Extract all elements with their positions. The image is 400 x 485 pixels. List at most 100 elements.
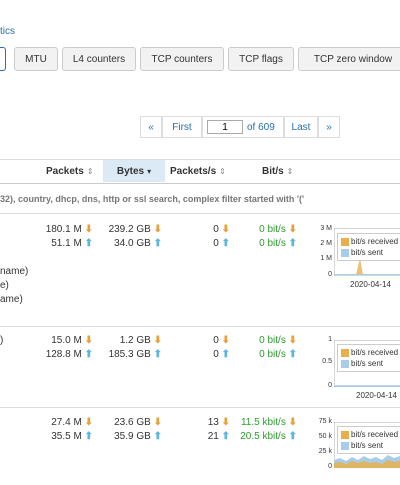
bps-received: 11.5 kbit/s ⬇ <box>240 417 297 428</box>
arrow-up-icon: ⬆ <box>84 349 93 360</box>
arrow-down-icon: ⬇ <box>288 224 297 235</box>
pps-received: 0 ⬇ <box>213 224 230 235</box>
tab-tcp-counters[interactable]: TCP counters <box>140 47 224 71</box>
packets-sent: 51.1 M ⬆ <box>51 238 93 249</box>
arrow-up-icon: ⬆ <box>221 349 230 360</box>
bytes-sent: 185.3 GB ⬆ <box>108 349 162 360</box>
column-header-packets[interactable]: Packets ⇕ <box>46 160 94 182</box>
arrow-down-icon: ⬇ <box>221 335 230 346</box>
header-label: Bytes <box>116 165 145 177</box>
pps-received: 0 ⬇ <box>213 335 230 346</box>
page-number-input[interactable] <box>207 120 243 134</box>
pps-sent: 21 ⬆ <box>207 431 230 442</box>
arrow-up-icon: ⬆ <box>153 431 162 442</box>
arrow-up-icon: ⬆ <box>288 238 297 249</box>
sort-icon: ⇕ <box>286 166 294 176</box>
arrow-down-icon: ⬇ <box>288 417 297 428</box>
tab-active[interactable] <box>0 47 6 71</box>
arrow-down-icon: ⬇ <box>84 224 93 235</box>
column-header-bytes[interactable]: Bytes ▾ <box>103 160 165 182</box>
arrow-up-icon: ⬆ <box>84 238 93 249</box>
page-selector: of 609 <box>202 116 284 138</box>
pps-sent: 0 ⬆ <box>213 349 230 360</box>
bytes-sent: 35.9 GB ⬆ <box>114 431 162 442</box>
y-tick: 0 <box>328 463 332 470</box>
packets-sent: 128.8 M ⬆ <box>45 349 93 360</box>
packets-received: 180.1 M ⬇ <box>45 224 93 235</box>
column-header-packets-per-sec[interactable]: Packets/s ⇕ <box>170 160 226 182</box>
packets-sent: 35.5 M ⬆ <box>51 431 93 442</box>
packets-received: 27.4 M ⬇ <box>51 417 93 428</box>
next-page-button[interactable]: » <box>318 116 340 138</box>
sort-icon: ⇕ <box>219 166 226 176</box>
x-axis-label: 2020-04-14 <box>356 391 397 400</box>
tab-label: MTU <box>25 53 47 65</box>
x-axis-label: 2020-04-14 <box>350 280 391 289</box>
page-count-label: of 609 <box>247 121 275 133</box>
arrow-down-icon: ⬇ <box>153 417 162 428</box>
bps-received: 0 bit/s ⬇ <box>259 224 297 235</box>
y-tick: 0.5 <box>322 358 332 365</box>
last-page-button[interactable]: Last <box>284 116 318 138</box>
legend-swatch-received <box>341 348 349 357</box>
header-label: Packets <box>46 165 84 177</box>
tab-label: TCP counters <box>151 53 213 65</box>
sort-desc-icon: ▾ <box>147 166 152 176</box>
arrow-up-icon: ⬆ <box>84 431 93 442</box>
arrow-up-icon: ⬆ <box>221 431 230 442</box>
first-page-button[interactable]: First <box>162 116 202 138</box>
tab-mtu[interactable]: MTU <box>14 47 58 71</box>
y-tick: 50 k <box>318 433 332 440</box>
tab-l4-counters[interactable]: L4 counters <box>62 47 136 71</box>
arrow-down-icon: ⬇ <box>84 335 93 346</box>
tab-label: L4 counters <box>72 53 126 65</box>
tab-tcp-zero-window[interactable]: TCP zero window <box>298 47 400 71</box>
host-name-fragment: ame) <box>0 294 23 305</box>
bps-sent: 20.5 kbit/s ⬆ <box>240 431 297 442</box>
bytes-received: 1.2 GB ⬇ <box>119 335 162 346</box>
tab-tcp-flags[interactable]: TCP flags <box>228 47 294 71</box>
header-label: Packets/s <box>170 165 217 177</box>
column-header-bits-per-sec[interactable]: Bit/s ⇕ <box>262 160 293 182</box>
arrow-up-icon: ⬆ <box>221 238 230 249</box>
chart-legend: bit/s received bit/s sent <box>337 344 400 372</box>
y-tick: 75 k <box>318 418 332 425</box>
tab-label: TCP flags <box>239 53 283 65</box>
y-tick: 2 M <box>320 240 332 247</box>
legend-swatch-received <box>341 237 349 246</box>
bytes-sent: 34.0 GB ⬆ <box>114 238 162 249</box>
y-tick: 1 <box>328 336 332 343</box>
arrow-down-icon: ⬇ <box>84 417 93 428</box>
y-tick: 3 M <box>320 225 332 232</box>
y-tick: 0 <box>328 271 332 278</box>
bps-sent: 0 bit/s ⬆ <box>259 349 297 360</box>
chart-legend: bit/s received bit/s sent <box>337 426 400 454</box>
filter-input[interactable]: 32), country, dhcp, dns, http or ssl sea… <box>0 194 305 204</box>
bytes-received: 23.6 GB ⬇ <box>114 417 162 428</box>
legend-swatch-sent <box>341 248 349 257</box>
sort-icon: ⇕ <box>86 166 94 176</box>
packets-received: 15.0 M ⬇ <box>51 335 93 346</box>
arrow-up-icon: ⬆ <box>288 349 297 360</box>
host-name-fragment: e) <box>0 280 9 291</box>
arrow-up-icon: ⬆ <box>288 431 297 442</box>
header-label: Bit/s <box>262 165 284 177</box>
pps-received: 13 ⬇ <box>207 417 230 428</box>
arrow-down-icon: ⬇ <box>288 335 297 346</box>
arrow-down-icon: ⬇ <box>221 417 230 428</box>
host-name-fragment: ) <box>0 335 4 346</box>
arrow-up-icon: ⬆ <box>153 349 162 360</box>
y-tick: 25 k <box>318 448 332 455</box>
chart-legend: bit/s received bit/s sent <box>337 233 400 261</box>
tab-label: TCP zero window <box>313 53 393 65</box>
arrow-down-icon: ⬇ <box>153 224 162 235</box>
prev-page-button[interactable]: « <box>140 116 162 138</box>
page-title-link[interactable]: tics <box>0 26 15 37</box>
legend-swatch-sent <box>341 359 349 368</box>
legend-swatch-received <box>341 430 349 439</box>
y-tick: 1 M <box>320 255 332 262</box>
y-tick: 0 <box>328 382 332 389</box>
bytes-received: 239.2 GB ⬇ <box>108 224 162 235</box>
arrow-up-icon: ⬆ <box>153 238 162 249</box>
bps-received: 0 bit/s ⬇ <box>259 335 297 346</box>
